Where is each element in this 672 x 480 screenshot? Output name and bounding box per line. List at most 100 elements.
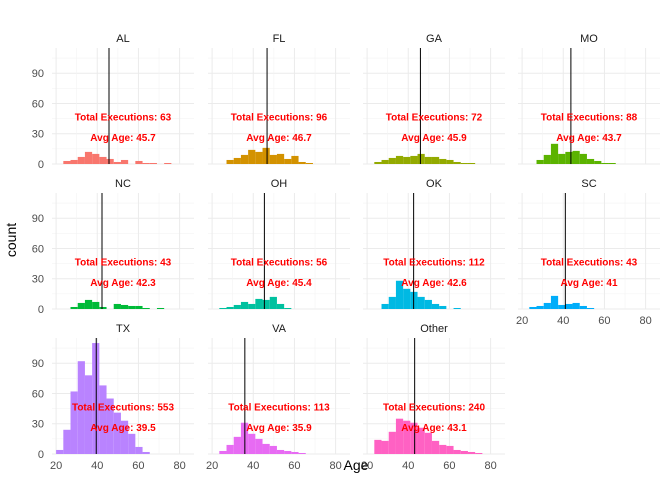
panel-strip-label: OH	[271, 178, 288, 190]
avg-age-label: Avg Age: 43.1	[401, 423, 467, 434]
histogram-bar	[417, 427, 425, 454]
histogram-bar	[84, 299, 93, 309]
histogram-bar	[142, 451, 150, 454]
histogram-bar	[460, 450, 468, 454]
histogram-bar	[475, 452, 483, 454]
panel-oh: OH Total Executions: 56 Avg Age: 45.4	[208, 178, 350, 310]
panel-strip-label: MO	[580, 33, 598, 45]
histogram-bar	[63, 429, 71, 454]
histogram-bar	[284, 307, 292, 309]
panel-al: AL Total Executions: 63 Avg Age: 45.7 0 30 60…	[32, 33, 194, 171]
histogram-bar	[156, 307, 165, 309]
y-tick-label: 60	[32, 243, 44, 255]
avg-age-label: Avg Age: 45.4	[246, 278, 312, 289]
histogram-bar	[305, 162, 313, 164]
histogram-bar	[233, 436, 241, 454]
histogram-bar	[431, 440, 440, 454]
histogram-bar	[403, 420, 411, 454]
histogram-bar	[269, 445, 277, 454]
x-tick-label: 40	[402, 460, 414, 472]
histogram-bar	[113, 161, 121, 164]
histogram-bar	[403, 156, 411, 164]
histogram-bar	[63, 160, 71, 164]
x-tick-label: 40	[247, 460, 259, 472]
y-axis-title: count	[3, 223, 19, 257]
histogram-bar	[431, 303, 440, 309]
histogram-bar	[262, 443, 270, 454]
histogram-bar	[572, 150, 580, 164]
histogram-bar	[424, 432, 432, 454]
histogram-bar	[70, 306, 78, 309]
total-executions-label: Total Executions: 72	[386, 113, 483, 124]
panel-sc: SC Total Executions: 43 Avg Age: 41 20 40 60 8…	[516, 178, 660, 327]
histogram-bar	[92, 153, 100, 164]
total-executions-label: Total Executions: 56	[231, 258, 328, 269]
histogram-bar	[453, 161, 461, 164]
histogram-bar	[248, 433, 256, 454]
total-executions-label: Total Executions: 43	[75, 258, 172, 269]
histogram-bar	[536, 159, 544, 164]
histogram-bar	[586, 158, 595, 164]
panel-strip-label: GA	[426, 33, 443, 45]
total-executions-label: Total Executions: 63	[75, 113, 172, 124]
histogram-bar	[467, 451, 476, 454]
total-executions-label: Total Executions: 553	[72, 403, 175, 414]
avg-age-label: Avg Age: 46.7	[246, 133, 312, 144]
histogram-bar	[395, 155, 404, 164]
panels-layer: AL Total Executions: 63 Avg Age: 45.7 0 30 60…	[32, 33, 660, 472]
avg-age-label: Avg Age: 41	[560, 278, 617, 289]
histogram-bar	[84, 151, 93, 164]
histogram-bar	[113, 412, 121, 454]
histogram-bar	[388, 431, 396, 454]
histogram-bar	[558, 304, 566, 309]
histogram-bar	[269, 154, 277, 164]
histogram-bar	[276, 153, 285, 164]
x-tick-label: 20	[516, 315, 528, 327]
histogram-bar	[276, 449, 285, 454]
histogram-bar	[586, 307, 595, 309]
histogram-bar	[446, 445, 454, 454]
histogram-bar	[149, 162, 157, 164]
y-tick-label: 60	[32, 98, 44, 110]
histogram-bar	[99, 156, 107, 164]
panel-fl: FL Total Executions: 96 Avg Age: 46.7	[208, 33, 350, 165]
histogram-bar	[142, 162, 150, 164]
histogram-bar	[70, 391, 78, 454]
histogram-bar	[106, 158, 114, 164]
panel-strip-label: SC	[581, 178, 596, 190]
avg-age-label: Avg Age: 39.5	[90, 423, 156, 434]
histogram-bar	[120, 420, 129, 454]
histogram-bar	[226, 306, 234, 309]
histogram-bar	[164, 162, 172, 164]
histogram-bar	[543, 154, 551, 164]
y-tick-label: 90	[32, 213, 44, 225]
histogram-bar	[395, 418, 404, 454]
histogram-bar	[572, 302, 580, 309]
histogram-bar	[99, 306, 107, 309]
histogram-bar	[128, 433, 136, 454]
histogram-bar	[374, 439, 382, 454]
histogram-bar	[439, 444, 447, 454]
total-executions-label: Total Executions: 240	[383, 403, 486, 414]
histogram-bar	[128, 305, 136, 309]
total-executions-label: Total Executions: 112	[383, 258, 485, 269]
histogram-bar	[417, 153, 425, 164]
histogram-bar	[424, 156, 432, 164]
histogram-bar	[135, 446, 143, 454]
histogram-bar	[262, 299, 270, 309]
avg-age-label: Avg Age: 35.9	[246, 423, 312, 434]
histogram-bar	[240, 154, 249, 164]
y-tick-label: 0	[38, 159, 44, 171]
avg-age-label: Avg Age: 43.7	[556, 133, 622, 144]
x-tick-label: 60	[443, 460, 455, 472]
histogram-bar	[579, 153, 587, 164]
x-tick-label: 60	[132, 460, 144, 472]
histogram-bar	[284, 158, 292, 164]
histogram-bar	[395, 280, 404, 309]
panel-strip-label: Other	[420, 323, 448, 335]
y-tick-label: 90	[32, 358, 44, 370]
histogram-bar	[226, 444, 234, 454]
histogram-bar	[417, 296, 425, 309]
histogram-bar	[255, 298, 263, 309]
